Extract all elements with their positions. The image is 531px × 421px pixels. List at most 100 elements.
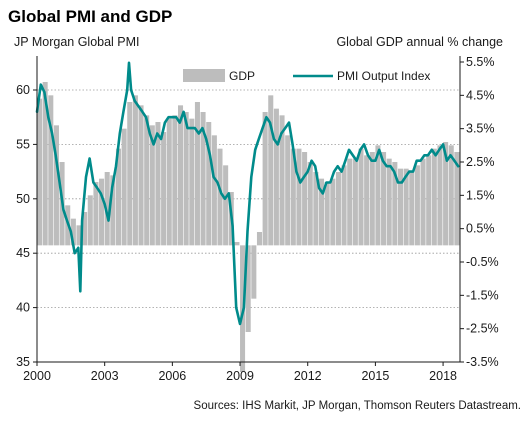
gdp-bar bbox=[172, 115, 178, 246]
gdp-bar bbox=[369, 152, 375, 246]
gdp-bar bbox=[48, 95, 54, 246]
left-tick-label: 40 bbox=[16, 301, 30, 315]
right-tick-label: 1.5% bbox=[466, 188, 495, 202]
gdp-bar bbox=[70, 218, 76, 246]
gdp-bar bbox=[397, 168, 403, 246]
gdp-bar bbox=[285, 135, 291, 246]
gdp-bar bbox=[206, 122, 212, 246]
right-tick-label: 0.5% bbox=[466, 222, 495, 236]
gdp-bar bbox=[161, 132, 167, 246]
x-tick-label: 2018 bbox=[429, 369, 457, 383]
gdp-bar bbox=[364, 155, 370, 246]
x-tick-label: 2000 bbox=[23, 369, 51, 383]
gdp-bar bbox=[217, 148, 223, 246]
x-tick-label: 2009 bbox=[226, 369, 254, 383]
legend-label-gdp: GDP bbox=[229, 69, 255, 83]
gdp-bar bbox=[420, 158, 426, 246]
gdp-bar bbox=[87, 195, 93, 246]
right-tick-label: 4.5% bbox=[466, 88, 495, 102]
gdp-bar bbox=[313, 172, 319, 246]
gdp-bar bbox=[279, 115, 285, 246]
right-tick-label: -0.5% bbox=[466, 255, 499, 269]
gdp-bar bbox=[194, 102, 200, 246]
gdp-bar bbox=[352, 158, 358, 246]
source-note: Sources: IHS Markit, JP Morgan, Thomson … bbox=[194, 400, 521, 412]
gdp-bar bbox=[76, 225, 82, 246]
gdp-bar bbox=[273, 108, 279, 246]
gdp-bar bbox=[166, 118, 172, 246]
left-tick-label: 60 bbox=[16, 83, 30, 97]
gdp-bar bbox=[431, 148, 437, 246]
gdp-bar bbox=[256, 232, 262, 246]
right-tick-label: -2.5% bbox=[466, 322, 499, 336]
legend-label-pmi: PMI Output Index bbox=[337, 69, 430, 83]
legend: GDP PMI Output Index bbox=[183, 69, 430, 83]
x-tick-label: 2012 bbox=[294, 369, 322, 383]
chart-title: Global PMI and GDP bbox=[8, 7, 172, 26]
gdp-bar bbox=[183, 112, 189, 246]
gdp-bar bbox=[200, 112, 206, 246]
gdp-bar bbox=[132, 95, 138, 246]
gdp-bar bbox=[104, 172, 110, 246]
gdp-bar bbox=[82, 212, 88, 246]
legend-swatch-gdp bbox=[183, 69, 225, 82]
gdp-bar bbox=[307, 162, 313, 246]
gdp-bar bbox=[178, 105, 184, 246]
gdp-bar bbox=[358, 148, 364, 246]
gdp-bar bbox=[330, 178, 336, 246]
gdp-bar bbox=[302, 152, 308, 246]
gdp-bar bbox=[426, 155, 432, 246]
gdp-bar bbox=[245, 245, 251, 332]
right-tick-label: 3.5% bbox=[466, 122, 495, 136]
gdp-bar bbox=[93, 182, 99, 246]
gdp-bar bbox=[110, 175, 116, 246]
gdp-bar bbox=[121, 128, 127, 246]
gdp-bar bbox=[347, 158, 353, 246]
right-tick-label: 5.5% bbox=[466, 55, 495, 69]
gdp-bar bbox=[335, 172, 341, 246]
gdp-bar bbox=[53, 125, 59, 246]
gdp-bar bbox=[324, 182, 330, 246]
pmi-line-layer bbox=[35, 61, 460, 326]
left-tick-label: 55 bbox=[16, 137, 30, 151]
right-axis-title: Global GDP annual % change bbox=[336, 35, 503, 49]
gdp-bar bbox=[262, 112, 268, 246]
gdp-bar bbox=[155, 122, 161, 246]
gdp-bar bbox=[223, 165, 229, 246]
gdp-bar bbox=[115, 148, 121, 246]
gdp-bar bbox=[375, 145, 381, 246]
gdp-bar bbox=[290, 148, 296, 246]
left-tick-label: 50 bbox=[16, 192, 30, 206]
right-tick-label: -1.5% bbox=[466, 288, 499, 302]
right-tick-label: 2.5% bbox=[466, 155, 495, 169]
gdp-bar bbox=[319, 178, 325, 246]
gdp-bar bbox=[414, 165, 420, 246]
gdp-bar bbox=[443, 142, 449, 246]
gdp-bar bbox=[296, 148, 302, 246]
gdp-bar bbox=[409, 172, 415, 246]
pmi-output-line bbox=[35, 61, 460, 326]
gdp-bar bbox=[234, 242, 240, 246]
gdp-bar bbox=[37, 98, 43, 246]
gdp-bar bbox=[437, 145, 443, 246]
gdp-bar bbox=[42, 82, 48, 246]
gdp-bar bbox=[127, 102, 133, 246]
gdp-bar bbox=[99, 178, 105, 246]
gdp-bar bbox=[149, 125, 155, 246]
x-tick-label: 2006 bbox=[158, 369, 186, 383]
gdp-bar bbox=[386, 158, 392, 246]
x-tick-label: 2003 bbox=[91, 369, 119, 383]
gdp-bar bbox=[403, 168, 409, 246]
gdp-bar bbox=[268, 95, 274, 246]
gdp-bar bbox=[189, 118, 195, 246]
gdp-bar bbox=[341, 165, 347, 246]
gdp-bar bbox=[144, 115, 150, 246]
left-tick-label: 45 bbox=[16, 246, 30, 260]
gdp-bar bbox=[381, 152, 387, 246]
gdp-bar bbox=[448, 145, 454, 246]
gdp-bar bbox=[138, 105, 144, 246]
gdp-bar bbox=[392, 162, 398, 246]
gdp-bar bbox=[211, 135, 217, 246]
axes: 35 40 45 50 55 60 -3.5% -2.5% -1.5% -0.5% 0.5% 1.5%… bbox=[16, 55, 499, 383]
